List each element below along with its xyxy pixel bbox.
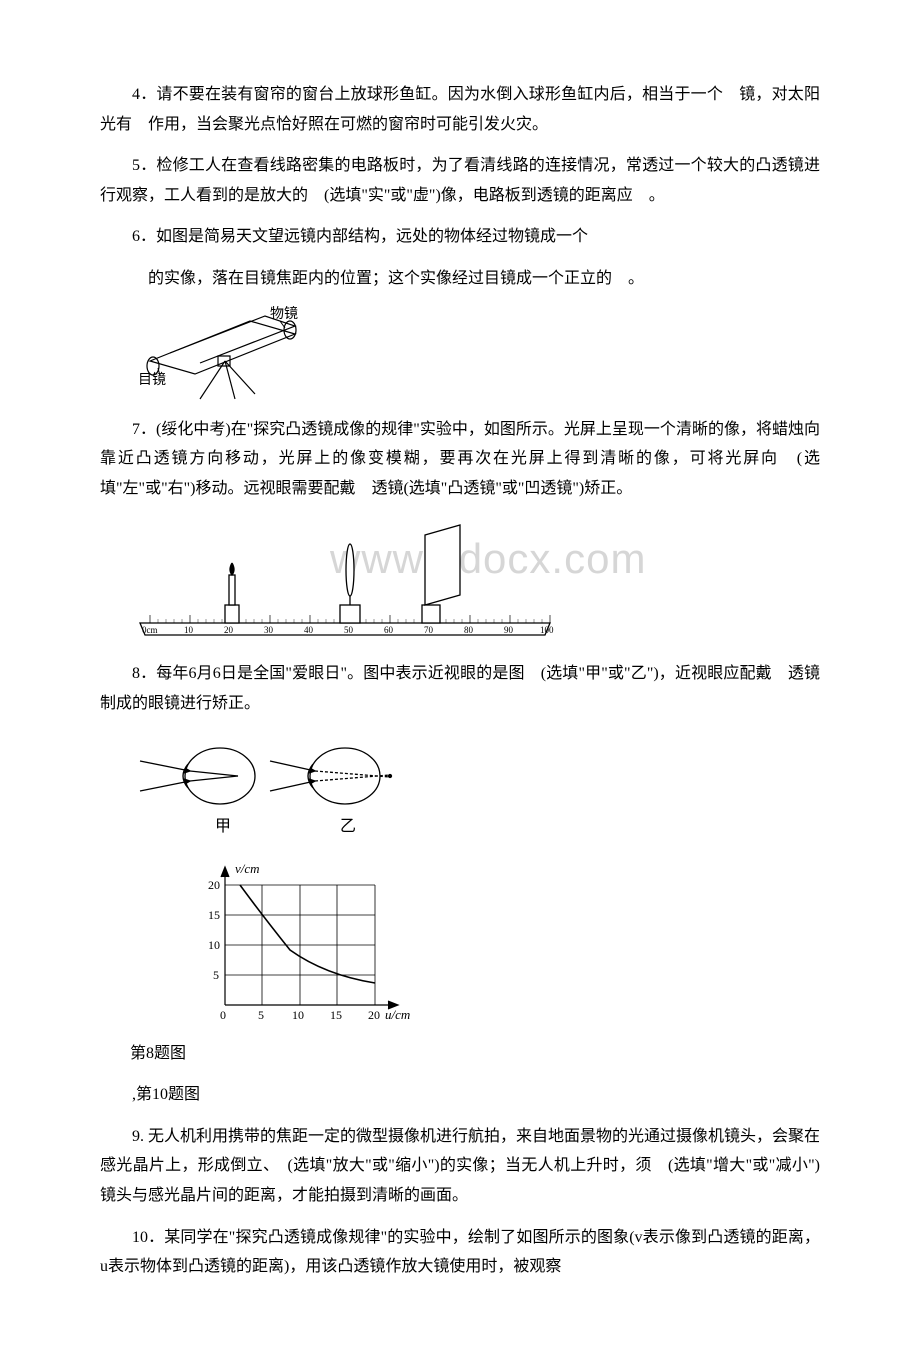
question-8: 8．每年6月6日是全国"爱眼日"。图中表示近视眼的是图 (选填"甲"或"乙")，… xyxy=(100,659,820,718)
ytick-15: 15 xyxy=(208,908,220,922)
figure-optical-bench: www.bdocx.com xyxy=(130,515,820,645)
ruler-90: 90 xyxy=(504,625,514,635)
question-6-line1: 6．如图是简易天文望远镜内部结构，远处的物体经过物镜成一个 xyxy=(100,222,820,252)
eyes-svg: 甲 乙 xyxy=(130,731,410,841)
figure-eyes: 甲 乙 xyxy=(130,731,820,841)
ruler-100: 100 xyxy=(540,625,554,635)
ruler-70: 70 xyxy=(424,625,434,635)
telescope-svg: 目镜 物镜 xyxy=(130,306,310,401)
xtick-20: 20 xyxy=(368,1008,380,1022)
label-yi: 乙 xyxy=(340,818,356,835)
question-6-line2: 的实像，落在目镜焦距内的位置；这个实像经过目镜成一个正立的 。 xyxy=(100,264,820,294)
xtick-15: 15 xyxy=(330,1008,342,1022)
ruler-10: 10 xyxy=(184,625,194,635)
figure-uv-chart: v/cm 20 15 10 5 0 5 10 15 20 u/cm xyxy=(180,855,820,1025)
label-objective: 物镜 xyxy=(270,306,298,322)
question-10: 10．某同学在"探究凸透镜成像规律"的实验中，绘制了如图所示的图象(v表示像到凸… xyxy=(100,1223,820,1282)
ytick-5: 5 xyxy=(213,968,219,982)
question-4: 4．请不要在装有窗帘的窗台上放球形鱼缸。因为水倒入球形鱼缸内后，相当于一个 镜，… xyxy=(100,80,820,139)
ruler-40: 40 xyxy=(304,625,314,635)
question-7: 7．(绥化中考)在"探究凸透镜成像的规律"实验中，如图所示。光屏上呈现一个清晰的… xyxy=(100,415,820,504)
ytick-20: 20 xyxy=(208,878,220,892)
ruler-0: 0cm xyxy=(142,625,158,635)
uv-chart-svg: v/cm 20 15 10 5 0 5 10 15 20 u/cm xyxy=(180,855,420,1025)
label-jia: 甲 xyxy=(215,818,231,835)
ruler-60: 60 xyxy=(384,625,394,635)
ruler-80: 80 xyxy=(464,625,474,635)
ruler-20: 20 xyxy=(224,625,234,635)
caption-q10: ,第10题图 xyxy=(100,1080,820,1110)
figure-telescope: 目镜 物镜 xyxy=(130,306,820,401)
ytick-10: 10 xyxy=(208,938,220,952)
ylabel: v/cm xyxy=(235,861,260,876)
caption-q8: 第8题图 xyxy=(130,1045,186,1062)
xtick-5: 5 xyxy=(258,1008,264,1022)
xtick-10: 10 xyxy=(292,1008,304,1022)
question-9: 9. 无人机利用携带的焦距一定的微型摄像机进行航拍，来自地面景物的光通过摄像机镜… xyxy=(100,1122,820,1211)
question-5: 5．检修工人在查看线路密集的电路板时，为了看清线路的连接情况，常透过一个较大的凸… xyxy=(100,151,820,210)
ruler-50: 50 xyxy=(344,625,354,635)
label-eyepiece: 目镜 xyxy=(138,372,166,388)
ruler-30: 30 xyxy=(264,625,274,635)
xlabel: u/cm xyxy=(385,1007,410,1022)
origin-0: 0 xyxy=(220,1008,226,1022)
optical-bench-svg: 0cm 10 20 30 40 50 60 70 80 90 100 xyxy=(130,515,560,645)
